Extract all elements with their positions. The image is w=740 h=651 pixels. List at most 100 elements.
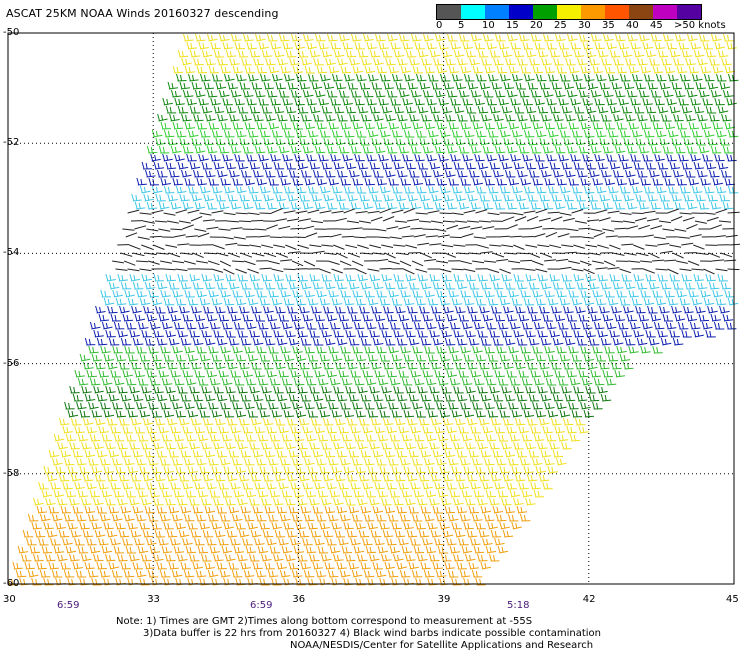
wind-barb: [65, 402, 75, 409]
wind-barb: [711, 90, 721, 97]
wind-barb: [359, 418, 369, 425]
wind-barb: [206, 170, 216, 177]
wind-barb: [183, 426, 193, 433]
wind-barb: [510, 378, 520, 385]
wind-barb: [610, 274, 620, 281]
wind-barb: [379, 42, 389, 49]
wind-barb: [315, 482, 325, 489]
wind-barb: [294, 322, 304, 329]
wind-barb: [484, 34, 494, 41]
wind-barb: [485, 122, 495, 129]
wind-barb: [214, 442, 224, 449]
wind-barb: [473, 346, 483, 353]
wind-barb: [224, 522, 234, 529]
wind-barb: [183, 202, 193, 209]
wind-barb: [725, 178, 735, 185]
wind-barb: [104, 298, 114, 305]
wind-barb: [231, 538, 241, 545]
wind-barb: [176, 130, 186, 137]
wind-barb: [447, 146, 457, 153]
wind-barb: [291, 482, 301, 489]
wind-barb: [169, 506, 179, 513]
wind-barb: [259, 154, 269, 161]
wind-barb: [579, 146, 589, 153]
wind-barb: [413, 178, 423, 185]
wind-barb: [339, 146, 349, 153]
wind-barb: [483, 370, 493, 377]
wind-barb: [265, 562, 275, 569]
wind-barb: [284, 522, 294, 529]
wind-barb: [548, 410, 558, 417]
wind-barb: [483, 538, 493, 545]
wind-barb: [445, 450, 455, 457]
wind-barb: [47, 530, 57, 537]
wind-barb: [368, 298, 378, 305]
wind-barb: [173, 290, 183, 297]
wind-barb: [239, 221, 251, 222]
wind-barb: [713, 290, 723, 297]
wind-barb: [572, 410, 582, 417]
wind-barb: [334, 106, 344, 113]
wind-barb: [467, 418, 477, 425]
wind-barb: [187, 98, 197, 105]
wind-barb: [157, 253, 169, 254]
wind-barb: [337, 394, 347, 401]
wind-barb: [218, 58, 228, 65]
wind-barb: [563, 218, 575, 221]
wind-barb: [326, 58, 336, 65]
wind-barb: [298, 442, 308, 449]
wind-barb: [385, 253, 396, 258]
wind-barb: [703, 154, 713, 161]
wind-barb: [528, 306, 538, 313]
wind-barb: [644, 269, 655, 273]
wind-barb: [400, 514, 410, 521]
wind-barb: [101, 290, 111, 297]
wind-barb: [193, 394, 203, 401]
wind-barb: [416, 130, 426, 137]
wind-barb: [246, 490, 256, 497]
wind-barb: [195, 146, 205, 153]
wind-barb: [296, 354, 306, 361]
wind-barb: [80, 466, 90, 473]
wind-barb: [414, 378, 424, 385]
wind-barb: [219, 538, 229, 545]
wind-barb: [492, 82, 502, 89]
wind-barb: [384, 82, 394, 89]
wind-barb: [241, 338, 251, 345]
wind-barb: [455, 418, 465, 425]
wind-barb: [545, 122, 555, 129]
wind-barb: [191, 217, 202, 222]
wind-barb: [485, 346, 495, 353]
wind-barb: [344, 130, 354, 137]
wind-barb: [213, 245, 224, 249]
wind-barb: [207, 90, 217, 97]
wind-barb: [124, 261, 135, 265]
wind-barb: [448, 34, 458, 41]
wind-barb: [314, 58, 324, 65]
wind-barb: [486, 378, 496, 385]
wind-barb: [84, 362, 94, 369]
wind-barb: [478, 498, 488, 505]
wind-barb: [233, 458, 243, 465]
wind-barb: [663, 146, 673, 153]
wind-barb: [400, 261, 411, 266]
wind-barb: [92, 466, 102, 473]
wind-barb: [436, 261, 448, 263]
wind-barb: [317, 122, 327, 129]
wind-barb: [169, 562, 179, 569]
wind-barb: [114, 434, 124, 441]
wind-barb: [262, 442, 272, 449]
wind-barb: [665, 178, 675, 185]
wind-barb: [543, 426, 553, 433]
wind-barb: [677, 66, 687, 73]
longitude-label: 33: [147, 594, 160, 605]
wind-barb: [620, 130, 630, 137]
wind-barb: [502, 162, 512, 169]
wind-barb: [553, 282, 563, 289]
wind-barb: [679, 98, 689, 105]
wind-barb: [498, 378, 508, 385]
wind-barb: [449, 66, 459, 73]
wind-barb: [66, 490, 76, 497]
wind-barb: [95, 530, 105, 537]
wind-barb: [464, 186, 474, 193]
